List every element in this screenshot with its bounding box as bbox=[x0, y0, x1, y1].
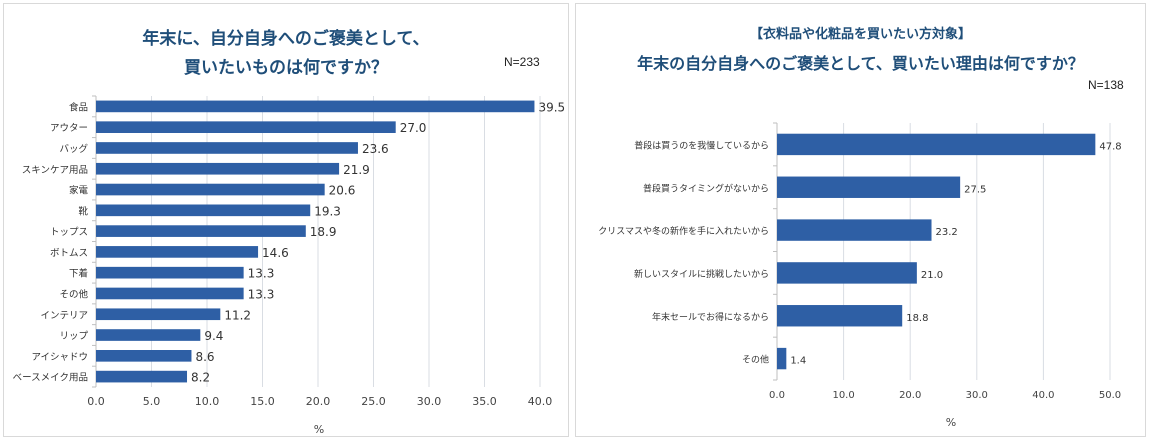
bar bbox=[96, 204, 311, 217]
chart-panel-right: 【衣料品や化粧品を買いたい方対象】 年末の自分自身へのご褒美として、買いたい理由… bbox=[575, 3, 1146, 437]
data-label: 27.5 bbox=[964, 184, 986, 195]
data-label: 14.6 bbox=[262, 246, 289, 260]
bar bbox=[96, 370, 188, 383]
x-tick-label: 15.0 bbox=[250, 395, 275, 408]
data-label: 8.6 bbox=[195, 350, 214, 364]
x-tick-label: 0.0 bbox=[769, 390, 785, 401]
bar bbox=[96, 266, 244, 279]
x-tick-label: 20.0 bbox=[899, 390, 921, 401]
bar bbox=[777, 176, 961, 198]
data-label: 23.2 bbox=[936, 227, 958, 238]
x-tick-label: 25.0 bbox=[361, 395, 386, 408]
data-label: 21.0 bbox=[921, 270, 943, 281]
bar bbox=[96, 183, 325, 196]
bar bbox=[777, 262, 917, 284]
category-label: アウター bbox=[50, 123, 88, 134]
bar bbox=[777, 347, 787, 370]
bar bbox=[777, 133, 1096, 156]
bar bbox=[96, 121, 396, 133]
data-label: 11.2 bbox=[224, 308, 251, 322]
data-label: 47.8 bbox=[1099, 141, 1121, 152]
category-label: アイシャドウ bbox=[31, 352, 88, 363]
chart-title-line1: 【衣料品や化粧品を買いたい方対象】 bbox=[749, 27, 971, 42]
category-label: その他 bbox=[59, 288, 88, 300]
chart-title-line2: 買いたいものは何ですか？ bbox=[184, 58, 388, 78]
bar-chart-left: 食品 39.5 アウター 27.0 バッグ 23.6 スキンケア用品 21.9 家電 20.6 靴 1… bbox=[13, 95, 565, 436]
sample-size-label: N=138 bbox=[1088, 78, 1124, 92]
x-axis-label: % bbox=[946, 416, 956, 429]
x-tick-label: 40.0 bbox=[1032, 390, 1054, 401]
data-label: 9.4 bbox=[204, 329, 223, 343]
chart-panel-left: 年末に、自分自身へのご褒美として、 買いたいものは何ですか？ N=233 食品 3… bbox=[3, 3, 569, 437]
category-label: ボトムス bbox=[50, 248, 88, 259]
sample-size-label: N=233 bbox=[504, 55, 540, 69]
data-label: 19.3 bbox=[314, 204, 341, 218]
bar-chart-right: 普段は買うのを我慢しているから 47.8 普段買うタイミングがないから 27.5 クリス… bbox=[598, 122, 1122, 429]
category-label: 家電 bbox=[69, 185, 89, 197]
bar bbox=[96, 287, 244, 300]
x-tick-label: 5.0 bbox=[143, 395, 161, 408]
category-label: その他 bbox=[742, 354, 769, 366]
x-tick-label: 30.0 bbox=[417, 395, 442, 408]
data-label: 21.9 bbox=[343, 163, 370, 177]
data-label: 27.0 bbox=[400, 121, 427, 135]
data-label: 20.6 bbox=[329, 184, 356, 198]
bar bbox=[96, 142, 358, 154]
x-tick-label: 0.0 bbox=[87, 395, 105, 408]
category-label: インテリア bbox=[40, 310, 88, 321]
bar bbox=[96, 225, 306, 237]
category-label: 食品 bbox=[69, 101, 88, 113]
bar bbox=[96, 329, 201, 341]
category-label: バッグ bbox=[59, 143, 88, 155]
category-label: スキンケア用品 bbox=[22, 165, 88, 176]
chart-title-line1: 年末に、自分自身へのご褒美として、 bbox=[142, 29, 430, 49]
bar bbox=[96, 350, 192, 362]
bar bbox=[777, 219, 932, 241]
data-label: 8.2 bbox=[191, 371, 210, 385]
category-label: リップ bbox=[59, 331, 88, 342]
category-label: 年末セールでお得になるから bbox=[652, 311, 769, 323]
x-tick-label: 10.0 bbox=[195, 395, 220, 408]
data-label: 1.4 bbox=[790, 356, 806, 367]
data-label: 13.3 bbox=[248, 267, 275, 281]
data-label: 13.3 bbox=[248, 287, 275, 301]
x-tick-label: 10.0 bbox=[832, 390, 854, 401]
category-label: トップス bbox=[50, 227, 88, 238]
data-label: 39.5 bbox=[538, 100, 565, 114]
data-label: 23.6 bbox=[362, 142, 389, 156]
category-label: クリスマスや冬の新作を手に入れたいから bbox=[598, 225, 769, 237]
bar bbox=[96, 246, 259, 258]
bar bbox=[96, 308, 221, 321]
category-label: ベースメイク用品 bbox=[13, 373, 88, 384]
bar bbox=[96, 100, 535, 113]
category-label: 新しいスタイルに挑戦したいから bbox=[634, 268, 769, 280]
x-tick-label: 30.0 bbox=[966, 390, 988, 401]
chart-title-line2: 年末の自分自身へのご褒美として、買いたい理由は何ですか？ bbox=[637, 54, 1084, 73]
category-label: 普段買うタイミングがないから bbox=[643, 182, 769, 194]
bar bbox=[96, 162, 340, 175]
x-tick-label: 40.0 bbox=[528, 395, 553, 408]
bar bbox=[777, 305, 903, 327]
category-label: 普段は買うのを我慢しているから bbox=[634, 139, 769, 151]
data-label: 18.8 bbox=[906, 313, 928, 324]
x-tick-label: 35.0 bbox=[472, 395, 497, 408]
category-label: 靴 bbox=[78, 205, 88, 217]
category-label: 下着 bbox=[69, 268, 88, 280]
data-label: 18.9 bbox=[310, 225, 337, 239]
x-axis-label: % bbox=[314, 423, 324, 436]
x-tick-label: 50.0 bbox=[1099, 390, 1121, 401]
x-tick-label: 20.0 bbox=[306, 395, 331, 408]
